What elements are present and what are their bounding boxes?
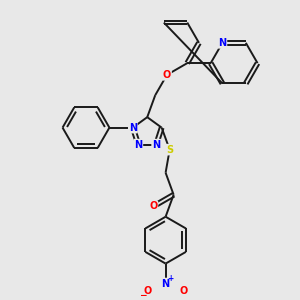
Text: O: O [149, 201, 158, 212]
Text: O: O [163, 70, 171, 80]
Text: N: N [129, 123, 137, 133]
Text: N: N [161, 278, 170, 289]
Text: +: + [167, 274, 174, 283]
Text: O: O [179, 286, 187, 296]
Text: −: − [139, 291, 147, 300]
Text: N: N [152, 140, 160, 150]
Text: S: S [166, 145, 173, 154]
Text: N: N [218, 38, 226, 48]
Text: N: N [134, 140, 142, 150]
Text: O: O [144, 286, 152, 296]
